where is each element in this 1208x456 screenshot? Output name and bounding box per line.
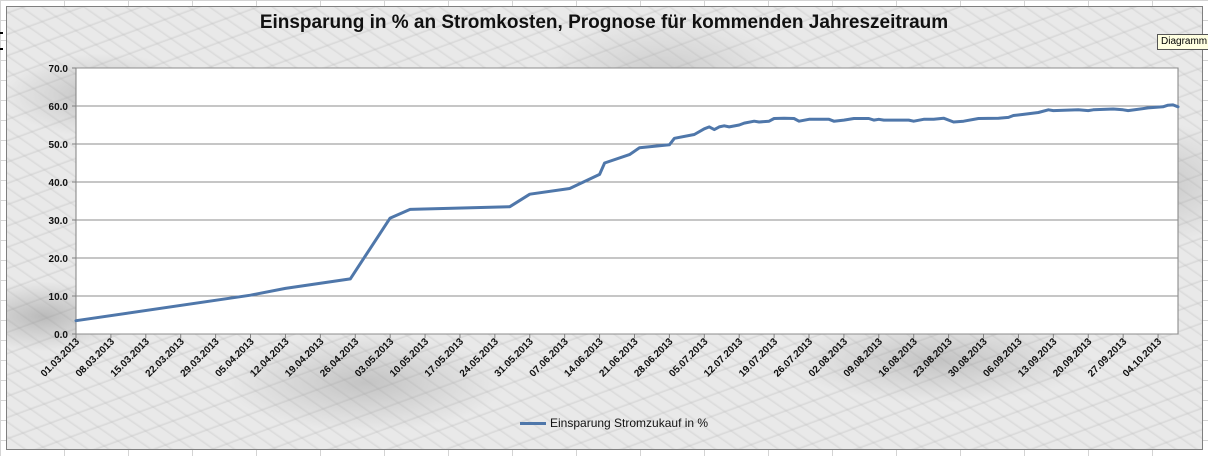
legend[interactable]: Einsparung Stromzukauf in % bbox=[520, 416, 708, 430]
gridlines bbox=[76, 67, 1178, 335]
y-tick-label: 70.0 bbox=[49, 64, 69, 75]
row-marker bbox=[0, 32, 3, 50]
y-tick-label: 10.0 bbox=[49, 292, 69, 303]
y-tick-label: 40.0 bbox=[49, 178, 69, 189]
series-layer bbox=[74, 103, 1180, 323]
legend-swatch bbox=[520, 421, 546, 425]
legend-label: Einsparung Stromzukauf in % bbox=[550, 416, 709, 430]
y-tick-label: 20.0 bbox=[49, 254, 69, 265]
chart-tooltip: Diagramm bbox=[1157, 34, 1208, 50]
y-tick-label: 50.0 bbox=[49, 140, 69, 151]
y-tick-label: 0.0 bbox=[54, 330, 68, 341]
y-axis: 0.0 10.0 20.0 30.0 40.0 50.0 60.0 70.0 bbox=[49, 64, 76, 341]
x-axis: 01.03.201308.03.201315.03.201322.03.2013… bbox=[39, 334, 1164, 380]
y-tick-label: 60.0 bbox=[49, 102, 69, 113]
series-line[interactable] bbox=[74, 103, 1180, 323]
chart-title: Einsparung in % an Stromkosten, Prognose… bbox=[259, 12, 949, 33]
y-tick-label: 30.0 bbox=[49, 216, 69, 227]
plot-area[interactable] bbox=[75, 67, 1179, 335]
